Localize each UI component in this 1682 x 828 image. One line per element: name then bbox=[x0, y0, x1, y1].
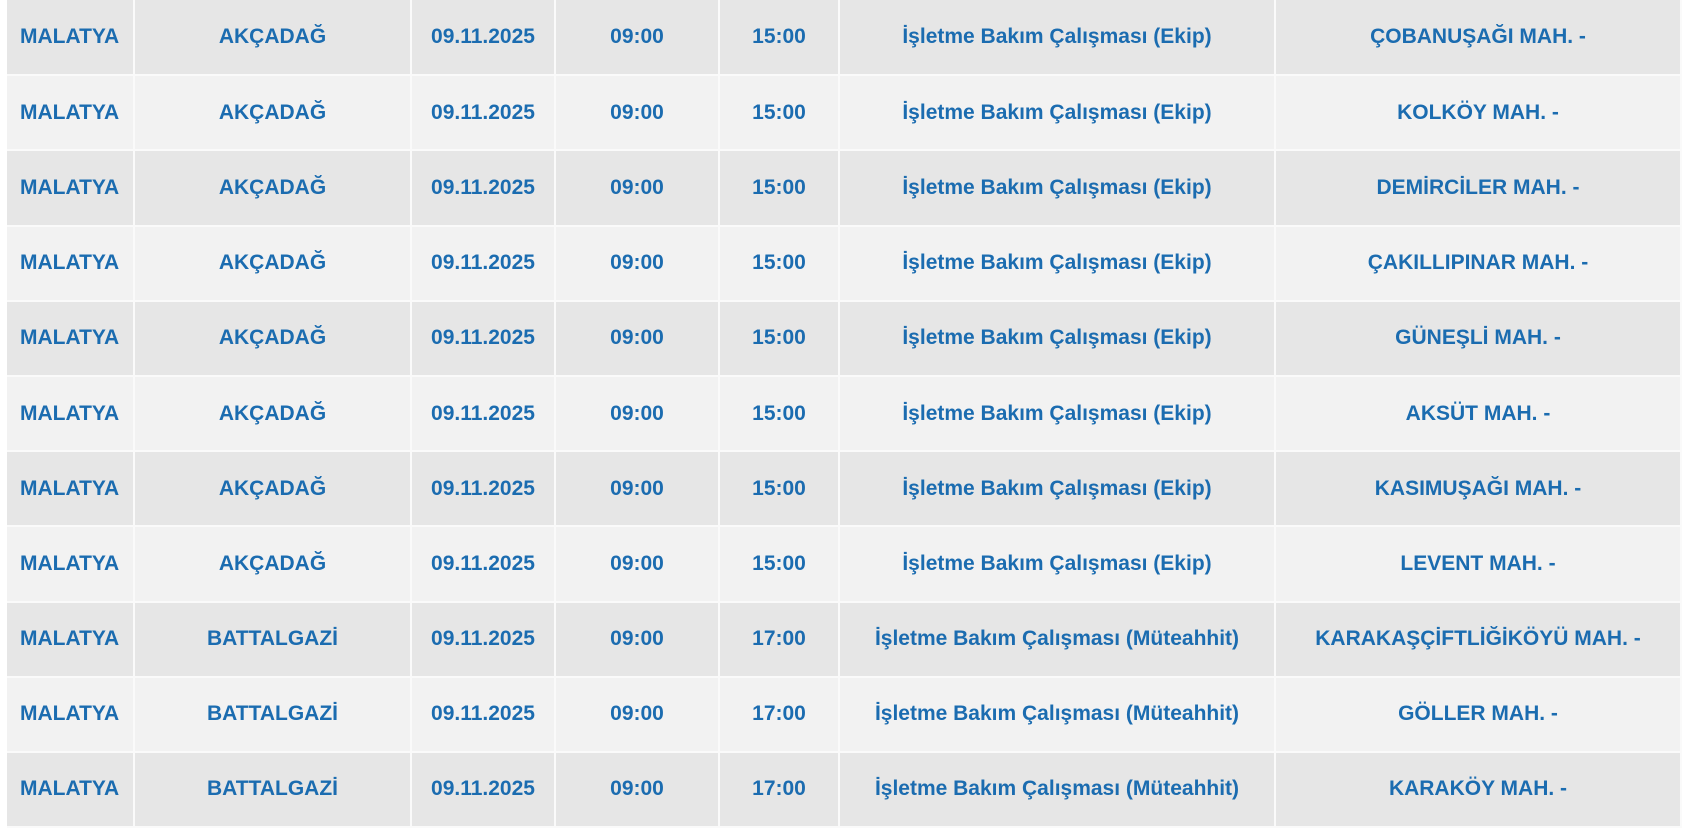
cell-date: 09.11.2025 bbox=[411, 526, 556, 603]
cell-neighborhood: KOLKÖY MAH. - bbox=[1275, 75, 1682, 152]
cell-neighborhood: LEVENT MAH. - bbox=[1275, 526, 1682, 603]
cell-city: MALATYA bbox=[7, 676, 135, 753]
cell-end-time: 17:00 bbox=[719, 676, 840, 753]
cell-district: AKÇADAĞ bbox=[134, 526, 412, 603]
table-row: MALATYA AKÇADAĞ 09.11.2025 09:00 15:00 İşletm… bbox=[7, 0, 1682, 77]
cell-start-time: 09:00 bbox=[555, 751, 720, 828]
cell-date: 09.11.2025 bbox=[411, 751, 556, 828]
cell-district: BATTALGAZİ bbox=[134, 676, 412, 753]
cell-date: 09.11.2025 bbox=[411, 676, 556, 753]
cell-work-type: İşletme Bakım Çalışması (Ekip) bbox=[839, 451, 1276, 528]
cell-start-time: 09:00 bbox=[555, 601, 720, 678]
cell-work-type: İşletme Bakım Çalışması (Müteahhit) bbox=[839, 676, 1276, 753]
table-row: MALATYA AKÇADAĞ 09.11.2025 09:00 15:00 İşletm… bbox=[7, 225, 1682, 302]
cell-end-time: 17:00 bbox=[719, 751, 840, 828]
table-row: MALATYA AKÇADAĞ 09.11.2025 09:00 15:00 İşletm… bbox=[7, 75, 1682, 152]
cell-start-time: 09:00 bbox=[555, 0, 720, 77]
table-row: MALATYA BATTALGAZİ 09.11.2025 09:00 17:00 İşl… bbox=[7, 601, 1682, 678]
cell-start-time: 09:00 bbox=[555, 150, 720, 227]
table-row: MALATYA AKÇADAĞ 09.11.2025 09:00 15:00 İşletm… bbox=[7, 150, 1682, 227]
cell-date: 09.11.2025 bbox=[411, 375, 556, 453]
cell-district: AKÇADAĞ bbox=[134, 75, 412, 152]
cell-date: 09.11.2025 bbox=[411, 451, 556, 528]
cell-work-type: İşletme Bakım Çalışması (Ekip) bbox=[839, 0, 1276, 77]
outage-table: MALATYA AKÇADAĞ 09.11.2025 09:00 15:00 İşletm… bbox=[7, 0, 1682, 828]
cell-start-time: 09:00 bbox=[555, 451, 720, 528]
cell-end-time: 17:00 bbox=[719, 601, 840, 678]
cell-end-time: 15:00 bbox=[719, 300, 840, 377]
cell-district: AKÇADAĞ bbox=[134, 300, 412, 377]
table-row: MALATYA BATTALGAZİ 09.11.2025 09:00 17:00 İşl… bbox=[7, 676, 1682, 753]
cell-date: 09.11.2025 bbox=[411, 601, 556, 678]
cell-work-type: İşletme Bakım Çalışması (Müteahhit) bbox=[839, 601, 1276, 678]
cell-start-time: 09:00 bbox=[555, 676, 720, 753]
cell-end-time: 15:00 bbox=[719, 0, 840, 77]
cell-start-time: 09:00 bbox=[555, 225, 720, 302]
table-row: MALATYA AKÇADAĞ 09.11.2025 09:00 15:00 İşletm… bbox=[7, 451, 1682, 528]
cell-neighborhood: KARAKAŞÇİFTLİĞİKÖYÜ MAH. - bbox=[1275, 601, 1682, 678]
cell-work-type: İşletme Bakım Çalışması (Ekip) bbox=[839, 225, 1276, 302]
cell-start-time: 09:00 bbox=[555, 75, 720, 152]
cell-city: MALATYA bbox=[7, 751, 135, 828]
cell-end-time: 15:00 bbox=[719, 375, 840, 453]
cell-neighborhood: ÇAKILLIPINAR MAH. - bbox=[1275, 225, 1682, 302]
cell-end-time: 15:00 bbox=[719, 526, 840, 603]
cell-start-time: 09:00 bbox=[555, 526, 720, 603]
cell-district: AKÇADAĞ bbox=[134, 451, 412, 528]
cell-work-type: İşletme Bakım Çalışması (Ekip) bbox=[839, 375, 1276, 453]
cell-date: 09.11.2025 bbox=[411, 0, 556, 77]
cell-neighborhood: GÜNEŞLİ MAH. - bbox=[1275, 300, 1682, 377]
table-row: MALATYA AKÇADAĞ 09.11.2025 09:00 15:00 İşletm… bbox=[7, 375, 1682, 453]
cell-end-time: 15:00 bbox=[719, 225, 840, 302]
cell-neighborhood: AKSÜT MAH. - bbox=[1275, 375, 1682, 453]
cell-work-type: İşletme Bakım Çalışması (Ekip) bbox=[839, 526, 1276, 603]
cell-district: BATTALGAZİ bbox=[134, 601, 412, 678]
cell-work-type: İşletme Bakım Çalışması (Ekip) bbox=[839, 150, 1276, 227]
cell-date: 09.11.2025 bbox=[411, 300, 556, 377]
table-row: MALATYA AKÇADAĞ 09.11.2025 09:00 15:00 İşletm… bbox=[7, 526, 1682, 603]
cell-neighborhood: KASIMUŞAĞI MAH. - bbox=[1275, 451, 1682, 528]
cell-neighborhood: ÇOBANUŞAĞI MAH. - bbox=[1275, 0, 1682, 77]
cell-end-time: 15:00 bbox=[719, 150, 840, 227]
table-row: MALATYA BATTALGAZİ 09.11.2025 09:00 17:00 İşl… bbox=[7, 751, 1682, 828]
cell-city: MALATYA bbox=[7, 526, 135, 603]
cell-city: MALATYA bbox=[7, 225, 135, 302]
cell-start-time: 09:00 bbox=[555, 375, 720, 453]
cell-work-type: İşletme Bakım Çalışması (Ekip) bbox=[839, 75, 1276, 152]
cell-start-time: 09:00 bbox=[555, 300, 720, 377]
cell-work-type: İşletme Bakım Çalışması (Ekip) bbox=[839, 300, 1276, 377]
cell-district: AKÇADAĞ bbox=[134, 150, 412, 227]
cell-city: MALATYA bbox=[7, 601, 135, 678]
cell-end-time: 15:00 bbox=[719, 75, 840, 152]
cell-date: 09.11.2025 bbox=[411, 150, 556, 227]
table-row: MALATYA AKÇADAĞ 09.11.2025 09:00 15:00 İşletm… bbox=[7, 300, 1682, 377]
cell-city: MALATYA bbox=[7, 150, 135, 227]
cell-work-type: İşletme Bakım Çalışması (Müteahhit) bbox=[839, 751, 1276, 828]
cell-district: AKÇADAĞ bbox=[134, 0, 412, 77]
cell-neighborhood: KARAKÖY MAH. - bbox=[1275, 751, 1682, 828]
cell-city: MALATYA bbox=[7, 75, 135, 152]
cell-end-time: 15:00 bbox=[719, 451, 840, 528]
cell-city: MALATYA bbox=[7, 0, 135, 77]
cell-district: BATTALGAZİ bbox=[134, 751, 412, 828]
cell-date: 09.11.2025 bbox=[411, 75, 556, 152]
cell-date: 09.11.2025 bbox=[411, 225, 556, 302]
cell-city: MALATYA bbox=[7, 375, 135, 453]
cell-district: AKÇADAĞ bbox=[134, 375, 412, 453]
cell-district: AKÇADAĞ bbox=[134, 225, 412, 302]
cell-city: MALATYA bbox=[7, 300, 135, 377]
cell-neighborhood: DEMİRCİLER MAH. - bbox=[1275, 150, 1682, 227]
cell-neighborhood: GÖLLER MAH. - bbox=[1275, 676, 1682, 753]
cell-city: MALATYA bbox=[7, 451, 135, 528]
